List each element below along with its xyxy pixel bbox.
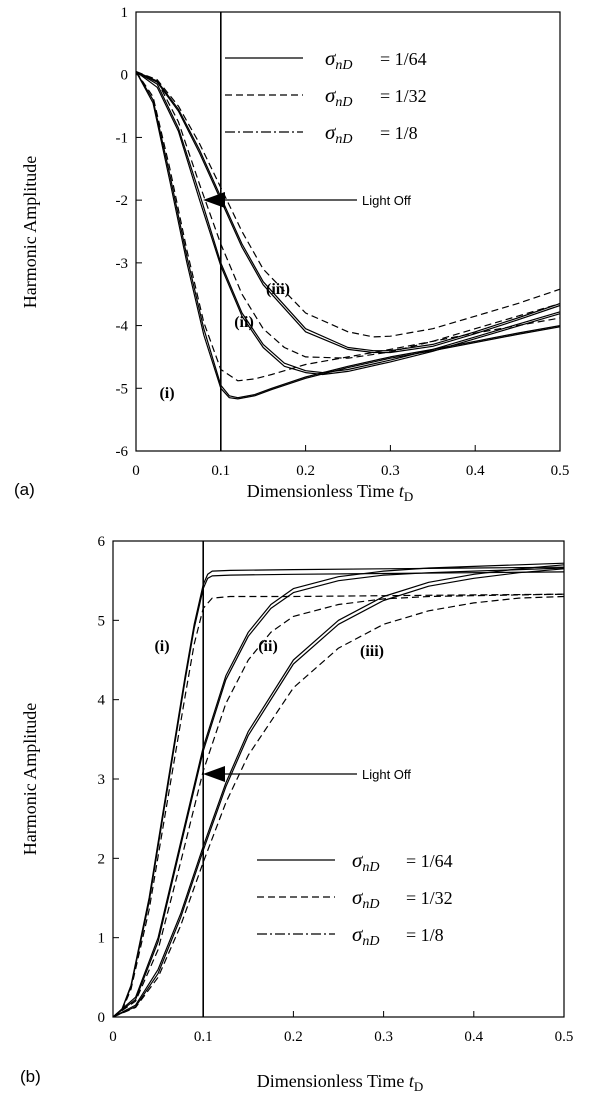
light-off-arrow-head — [203, 766, 225, 782]
y-tick-label: 3 — [98, 772, 106, 788]
x-tick-label: 0.2 — [296, 463, 315, 479]
curve-label: (iii) — [266, 281, 290, 298]
x-axis-label: Dimensionless Time tD — [247, 481, 413, 504]
x-axis-label-var: t — [409, 1071, 415, 1091]
series-line-1 — [112, 566, 565, 1018]
y-tick-label: 4 — [98, 693, 106, 709]
x-tick-label: 0.3 — [374, 1029, 393, 1045]
x-tick-label: 0.4 — [464, 1029, 483, 1045]
legend-sigma-symbol: σnD — [352, 848, 379, 875]
x-tick-label: 0.5 — [551, 463, 570, 479]
y-axis-label: Harmonic Amplitude — [20, 703, 40, 855]
series-line-3 — [135, 71, 561, 382]
y-tick-label: 1 — [121, 5, 129, 21]
legend-sigma-symbol: σnD — [325, 83, 352, 110]
series-line-6 — [135, 71, 561, 359]
legend-sigma: σ — [352, 848, 364, 872]
series-line-8 — [112, 568, 565, 1018]
legend-subscript: nD — [362, 860, 379, 875]
y-tick-label: -6 — [116, 444, 129, 460]
legend-sigma: σ — [352, 922, 364, 946]
legend-subscript: nD — [335, 58, 352, 73]
legend-value: = 1/32 — [380, 86, 427, 106]
x-tick-label: 0 — [109, 1029, 117, 1045]
y-tick-label: -4 — [116, 319, 129, 335]
light-off-annotation: Light Off — [362, 767, 411, 782]
x-axis-label-subscript: D — [414, 1079, 423, 1094]
curve-label: (ii) — [234, 314, 254, 331]
legend-value: = 1/64 — [380, 49, 427, 69]
legend-subscript: nD — [362, 897, 379, 912]
legend-subscript: nD — [335, 95, 352, 110]
legend-sigma-symbol: σnD — [352, 922, 379, 949]
legend-sigma: σ — [325, 83, 337, 107]
legend-sigma-symbol: σnD — [325, 120, 352, 147]
legend-sigma: σ — [325, 46, 337, 70]
x-tick-label: 0.1 — [211, 463, 230, 479]
legend-sigma: σ — [325, 120, 337, 144]
series-line-6 — [112, 593, 565, 1018]
x-axis-label-subscript: D — [404, 489, 413, 504]
light-off-annotation: Light Off — [362, 193, 411, 208]
legend-subscript: nD — [335, 132, 352, 147]
y-tick-label: -5 — [116, 381, 129, 397]
legend-value: = 1/8 — [380, 123, 418, 143]
series-line-5 — [135, 71, 561, 376]
y-tick-label: 0 — [98, 1010, 106, 1026]
y-tick-label: -2 — [116, 193, 129, 209]
x-axis-label-text: Dimensionless Time — [247, 481, 399, 501]
x-tick-label: 0 — [132, 463, 140, 479]
x-axis-label-var: t — [399, 481, 405, 501]
y-tick-label: 6 — [98, 534, 106, 550]
curve-label: (ii) — [258, 638, 278, 655]
series-line-9 — [135, 71, 561, 338]
curve-label: (i) — [154, 638, 169, 655]
light-off-arrow-head — [203, 192, 225, 208]
x-axis-label-text: Dimensionless Time — [257, 1071, 409, 1091]
chart-panel-b: 6 5 4 3 2 1 00 0.1 0.2 0.3 0.4 0.5 (i) (ii) (iii) Light… — [20, 534, 573, 1094]
series-line-8 — [135, 71, 561, 354]
x-tick-label: 0.5 — [555, 1029, 574, 1045]
y-tick-label: 1 — [98, 931, 106, 947]
series-line-2 — [112, 571, 565, 1018]
y-axis-label: Harmonic Amplitude — [20, 156, 40, 308]
y-tick-label: -3 — [116, 256, 129, 272]
x-tick-label: 0.2 — [284, 1029, 303, 1045]
panel-label: (a) — [14, 480, 35, 499]
chart-panel-a: 10-1-2-3-4-5-60 0.1 0.2 0.3 0.4 0.5(i)(ii)(ii… — [14, 5, 569, 504]
series-line-5 — [112, 567, 565, 1018]
plot-frame — [135, 11, 561, 452]
y-tick-label: -1 — [116, 130, 129, 146]
y-tick-label: 0 — [121, 68, 129, 84]
y-tick-label: 5 — [98, 613, 106, 629]
x-tick-label: 0.3 — [381, 463, 400, 479]
curve-label: (iii) — [360, 643, 384, 660]
legend-value: = 1/64 — [406, 851, 453, 871]
legend-sigma-symbol: σnD — [325, 46, 352, 73]
legend-value: = 1/8 — [406, 925, 444, 945]
x-tick-label: 0.1 — [194, 1029, 213, 1045]
legend-sigma-symbol: σnD — [352, 885, 379, 912]
series-line-3 — [112, 593, 565, 1018]
series-line-4 — [135, 71, 561, 374]
legend-value: = 1/32 — [406, 888, 453, 908]
series-line-4 — [112, 562, 565, 1018]
series-line-9 — [112, 595, 565, 1018]
y-tick-label: 2 — [98, 851, 106, 867]
legend-sigma: σ — [352, 885, 364, 909]
legend-subscript: nD — [362, 934, 379, 949]
series-line-7 — [112, 564, 565, 1018]
x-tick-label: 0.4 — [466, 463, 485, 479]
series-line-2 — [135, 71, 561, 400]
plot-frame — [112, 540, 565, 1018]
x-axis-label: Dimensionless Time tD — [257, 1071, 423, 1094]
series-line-7 — [135, 71, 561, 352]
curve-label: (i) — [159, 385, 174, 402]
panel-label: (b) — [20, 1067, 41, 1086]
